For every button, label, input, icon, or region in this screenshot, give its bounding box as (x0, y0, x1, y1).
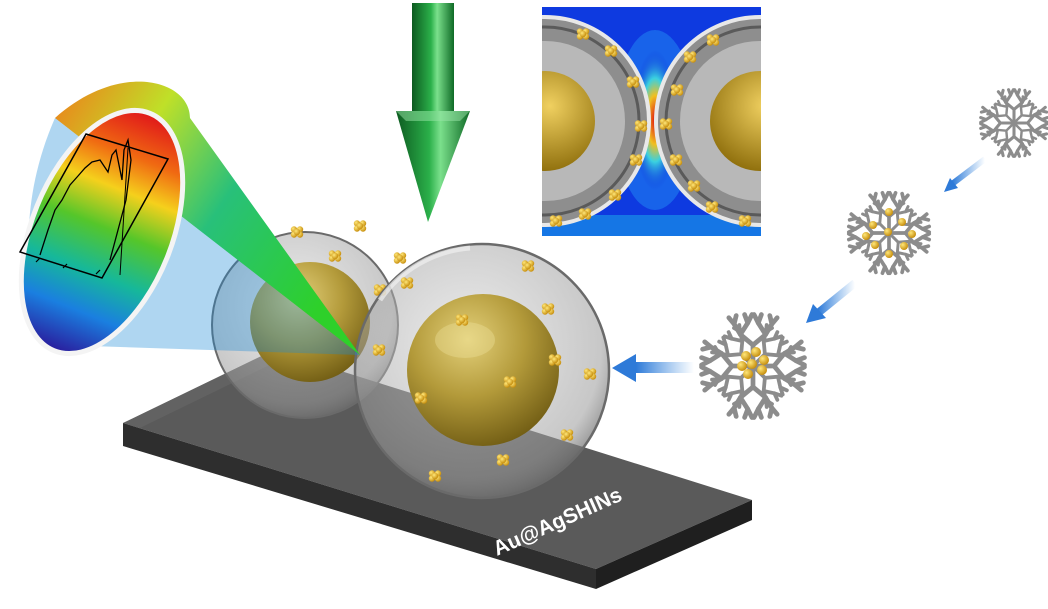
blue-arrow-icon (612, 354, 694, 382)
blue-arrow-icon (944, 156, 987, 192)
raman-spectrum-inset (18, 133, 170, 279)
gold-cluster-icon (862, 208, 916, 258)
field-simulation-inset (542, 7, 761, 236)
dendrimer-icon (979, 88, 1048, 158)
nanoparticle-front (353, 242, 611, 500)
gold-cluster-icon (737, 347, 769, 379)
blue-arrow-icon (806, 279, 858, 323)
nanoparticle-back (211, 220, 407, 419)
raman-signal-cone (18, 81, 360, 357)
laser-arrow-icon (396, 3, 470, 222)
